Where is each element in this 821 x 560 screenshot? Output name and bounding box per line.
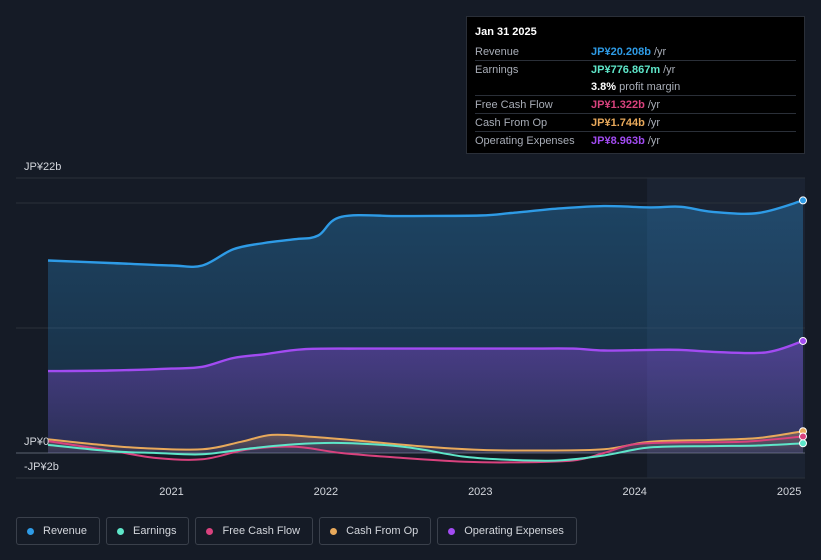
legend-label: Free Cash Flow [222, 525, 301, 537]
tooltip-value: JP¥1.744b [591, 116, 645, 129]
operating-expenses-line [47, 339, 804, 373]
revenue-end-point [799, 196, 807, 205]
y-top-label: JP¥22b [24, 161, 61, 173]
legend-item-cash-from-op[interactable]: Cash From Op [319, 517, 432, 545]
operating-expenses-area [48, 341, 803, 453]
tooltip-row-profit-margin: 3.8% profit margin [475, 78, 796, 95]
revenue-line [47, 199, 804, 268]
tooltip-row-cash-from-op: Cash From Op JP¥1.744b /yr [475, 113, 796, 131]
y-zero-label: JP¥0 [24, 436, 49, 448]
legend-item-earnings[interactable]: Earnings [106, 517, 190, 545]
earnings-line [47, 441, 804, 462]
tooltip-unit: /yr [663, 63, 676, 76]
tooltip-label: Operating Expenses [475, 134, 575, 147]
free-cash-flow-end-point [799, 432, 807, 441]
tooltip-row-earnings: Earnings JP¥776.867m /yr [475, 60, 796, 78]
legend-item-revenue[interactable]: Revenue [16, 517, 101, 545]
tooltip-label: Free Cash Flow [475, 98, 553, 111]
tooltip-value: 3.8% [591, 80, 617, 93]
legend-item-free-cash-flow[interactable]: Free Cash Flow [195, 517, 314, 545]
tooltip-value: JP¥8.963b [591, 134, 645, 147]
revenue-dot-icon [27, 527, 34, 535]
tooltip-label: Revenue [475, 45, 520, 58]
y-bottom-label: -JP¥2b [24, 461, 59, 473]
tooltip-row-free-cash-flow: Free Cash Flow JP¥1.322b /yr [475, 95, 796, 113]
x-tick-label: 2023 [468, 486, 492, 498]
tooltip-unit: /yr [647, 98, 661, 111]
tooltip-row-operating-expenses: Operating Expenses JP¥8.963b /yr [475, 131, 796, 149]
tooltip-value: JP¥20.208b [591, 45, 651, 58]
legend-label: Earnings [133, 525, 177, 537]
legend-label: Operating Expenses [464, 525, 564, 537]
tooltip-value: JP¥776.867m [591, 63, 661, 76]
free-cash-flow-line [47, 435, 804, 464]
tooltip-value: JP¥1.322b [591, 98, 645, 111]
tooltip-unit: /yr [653, 45, 667, 58]
legend-item-operating-expenses[interactable]: Operating Expenses [437, 517, 577, 545]
legend-label: Cash From Op [346, 525, 419, 537]
tooltip-unit: profit margin [619, 80, 681, 93]
x-tick-label: 2022 [314, 486, 338, 498]
legend: Revenue Earnings Free Cash Flow Cash Fro… [16, 517, 577, 547]
earnings-end-point [799, 439, 807, 448]
cash-from-op-line [47, 430, 804, 452]
tooltip: Jan 31 2025 Revenue JP¥20.208b /yr Earni… [466, 16, 805, 154]
tooltip-label: Earnings [475, 63, 519, 76]
x-tick-label: 2021 [159, 486, 183, 498]
tooltip-label: Cash From Op [475, 116, 548, 129]
tooltip-unit: /yr [647, 134, 661, 147]
cash-from-op-area [48, 431, 803, 453]
tooltip-date: Jan 31 2025 [475, 26, 537, 38]
tooltip-unit: /yr [647, 116, 661, 129]
cash-from-op-dot-icon [330, 527, 338, 535]
x-tick-label: 2024 [622, 486, 646, 498]
x-tick-label: 2025 [777, 486, 801, 498]
earnings-dot-icon [117, 527, 125, 535]
operating-expenses-end-point [799, 336, 807, 345]
free-cash-flow-dot-icon [206, 527, 214, 535]
legend-label: Revenue [43, 525, 88, 537]
tooltip-row-revenue: Revenue JP¥20.208b /yr [475, 43, 796, 60]
operating-expenses-dot-icon [448, 527, 456, 535]
